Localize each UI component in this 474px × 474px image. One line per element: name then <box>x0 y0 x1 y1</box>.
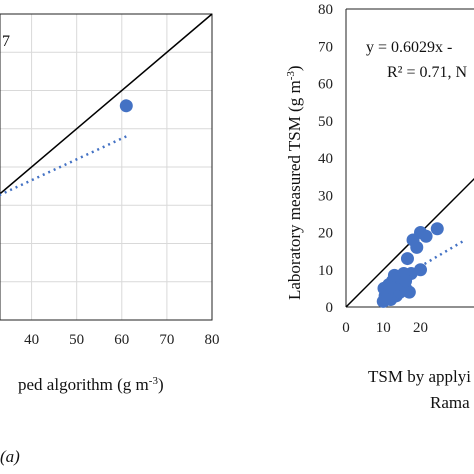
right-data-point <box>410 240 424 254</box>
right-annotation-equation: y = 0.6029x - <box>366 39 452 56</box>
left-x-tick-label: 60 <box>114 332 129 348</box>
right-data-point <box>430 222 444 236</box>
right-trend-line <box>382 238 466 290</box>
left-x-tick-label: 50 <box>69 332 84 348</box>
right-data-point <box>402 285 416 299</box>
right-x-axis-title-line1: TSM by applyi <box>368 367 471 386</box>
left-x-axis-title-main: ped algorithm (g m <box>18 375 149 394</box>
right-y-tick-label: 20 <box>318 226 333 242</box>
right-y-tick-label: 30 <box>318 188 333 204</box>
right-x-tick-labels: 0 10 20 <box>342 320 428 336</box>
right-data-point <box>384 280 398 294</box>
right-x-axis-title-line2: Rama <box>430 393 470 412</box>
right-x-tick-label: 20 <box>413 320 428 336</box>
right-points <box>376 222 444 308</box>
right-data-point <box>419 229 433 243</box>
left-data-point <box>119 99 133 113</box>
left-panel: 40 50 60 70 80 7 ped algorithm (g m-3) (a) <box>0 13 220 466</box>
left-caption-fragment: (a) <box>0 447 20 466</box>
right-y-tick-label: 40 <box>318 151 333 167</box>
right-y-axis-title-sup: -3 <box>285 71 297 81</box>
left-trend-line <box>0 135 127 197</box>
left-x-axis-title-close: ) <box>158 375 164 394</box>
right-y-tick-label: 50 <box>318 114 333 130</box>
right-data-point <box>414 263 427 277</box>
right-y-axis-title: Laboratory measured TSM (g m-3) <box>285 65 304 300</box>
right-x-tick-label: 0 <box>342 320 350 336</box>
right-annotation-box <box>358 33 474 83</box>
left-identity-line <box>0 13 213 195</box>
right-identity-line <box>345 177 474 308</box>
left-x-tick-labels: 40 50 60 70 80 <box>24 332 219 348</box>
right-y-tick-label: 70 <box>318 39 333 55</box>
right-data-point <box>400 252 414 266</box>
right-data-point <box>399 274 413 288</box>
right-data-point <box>379 293 393 307</box>
right-y-tick-labels: 0 10 20 30 40 50 60 70 80 <box>318 2 333 316</box>
left-x-axis-title-sup: -3 <box>149 375 159 387</box>
left-x-tick-label: 40 <box>24 332 39 348</box>
right-y-axis-title-main: Laboratory measured TSM (g m <box>285 80 304 300</box>
right-x-tick-label: 10 <box>376 320 391 336</box>
left-x-axis-title: ped algorithm (g m-3) <box>18 375 164 394</box>
left-annotation-fragment: 7 <box>2 33 10 50</box>
left-x-tick-label: 80 <box>205 332 220 348</box>
right-y-tick-label: 60 <box>318 77 333 93</box>
right-y-tick-label: 80 <box>318 2 333 18</box>
right-y-tick-label: 10 <box>318 263 333 279</box>
right-annotation-r2: R² = 0.71, N <box>387 64 467 81</box>
left-points <box>119 99 133 113</box>
left-plot-border <box>0 13 213 321</box>
left-x-tick-label: 70 <box>159 332 174 348</box>
right-y-tick-label: 0 <box>326 300 334 316</box>
right-y-axis-title-close: ) <box>285 65 304 71</box>
right-panel: 0 10 20 30 40 50 60 70 80 0 10 20 y = 0.6029x - R²… <box>285 2 474 412</box>
left-gridlines <box>0 14 212 320</box>
right-data-point <box>387 268 401 282</box>
